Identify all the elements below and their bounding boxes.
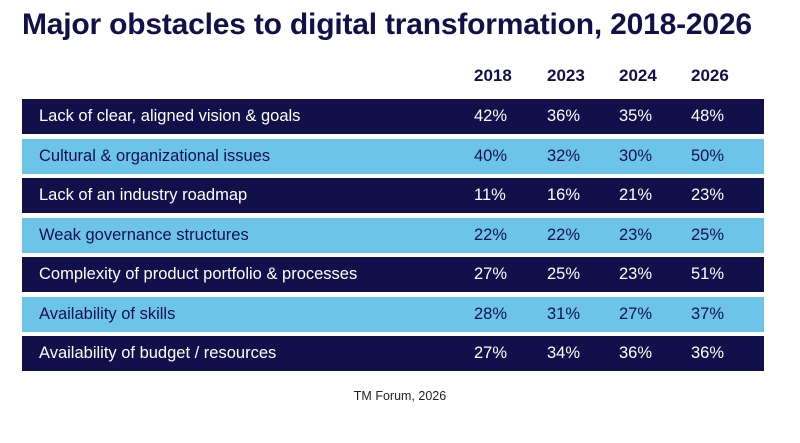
table-cell: 30% <box>619 147 653 165</box>
table-cell: 36% <box>547 107 581 125</box>
table-cell: 51% <box>691 265 725 283</box>
table-cell: 50% <box>691 147 725 165</box>
table-cell: 28% <box>474 305 508 323</box>
column-header-0: 2018 <box>474 66 512 85</box>
table-cell: 40% <box>474 147 508 165</box>
table-row: Availability of skills 28% 31% 27% 37% <box>22 297 764 332</box>
table-cell: 27% <box>474 265 508 283</box>
table-row: Lack of an industry roadmap 11% 16% 21% 23% <box>22 178 764 213</box>
table-cell: 36% <box>619 344 653 362</box>
source-note: TM Forum, 2026 <box>353 389 447 403</box>
table-row: Complexity of product portfolio & proces… <box>22 257 764 292</box>
table-cell: 27% <box>619 305 653 323</box>
column-header-1: 2023 <box>547 66 585 85</box>
table-cell: 23% <box>619 226 653 244</box>
chart-title: Major obstacles to digital transformatio… <box>22 8 752 41</box>
table-cell: 48% <box>691 107 725 125</box>
column-header-2: 2024 <box>619 66 657 85</box>
table-cell: 16% <box>547 186 581 204</box>
row-label: Lack of an industry roadmap <box>39 186 248 204</box>
table-cell: 32% <box>547 147 581 165</box>
column-header-3: 2026 <box>691 66 729 85</box>
table-cell: 35% <box>619 107 653 125</box>
table-cell: 22% <box>474 226 508 244</box>
row-label: Cultural & organizational issues <box>39 147 271 165</box>
row-label: Lack of clear, aligned vision & goals <box>39 107 301 125</box>
table-cell: 21% <box>619 186 653 204</box>
row-label: Complexity of product portfolio & proces… <box>39 265 358 283</box>
table-cell: 36% <box>691 344 725 362</box>
table-cell: 34% <box>547 344 581 362</box>
table-row: Cultural & organizational issues 40% 32% 30… <box>22 139 764 174</box>
table-cell: 25% <box>691 226 725 244</box>
table-row: Weak governance structures 22% 22% 23% 25% <box>22 218 764 253</box>
table-cell: 31% <box>547 305 581 323</box>
table-cell: 11% <box>474 186 506 204</box>
table-cell: 37% <box>691 305 725 323</box>
table-row: Lack of clear, aligned vision & goals 42%… <box>22 99 764 134</box>
row-label: Weak governance structures <box>39 226 249 244</box>
table-cell: 22% <box>547 226 581 244</box>
table-row: Availability of budget / resources 27% 34%… <box>22 336 764 371</box>
table-cell: 42% <box>474 107 508 125</box>
table-cell: 27% <box>474 344 508 362</box>
row-label: Availability of budget / resources <box>39 344 277 362</box>
table-cell: 23% <box>619 265 653 283</box>
row-label: Availability of skills <box>39 305 176 323</box>
table-cell: 25% <box>547 265 581 283</box>
table-cell: 23% <box>691 186 725 204</box>
